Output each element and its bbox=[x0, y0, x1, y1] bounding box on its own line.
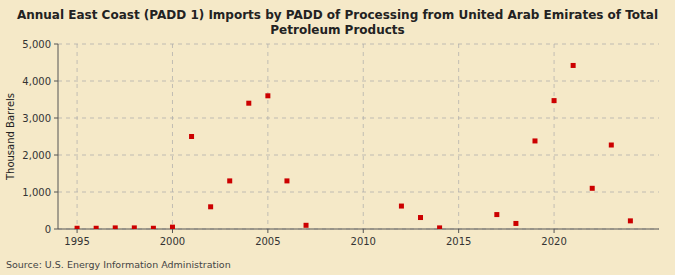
background bbox=[0, 0, 675, 275]
grid-line-y bbox=[58, 229, 659, 230]
grid bbox=[58, 44, 659, 229]
grid-line-x bbox=[172, 44, 173, 229]
point bbox=[94, 226, 99, 229]
grid-line-x bbox=[554, 44, 555, 229]
point bbox=[75, 226, 80, 229]
grid-line-y bbox=[58, 118, 659, 119]
points bbox=[75, 63, 633, 229]
tick-y bbox=[54, 81, 58, 82]
point bbox=[227, 178, 232, 183]
tick-y bbox=[54, 155, 58, 156]
tick-x bbox=[363, 229, 364, 233]
point bbox=[265, 93, 270, 98]
grid-line-y bbox=[58, 81, 659, 82]
point bbox=[628, 218, 633, 223]
point bbox=[304, 223, 309, 228]
point bbox=[113, 225, 118, 229]
point bbox=[437, 225, 442, 229]
point bbox=[170, 225, 175, 229]
grid-line-x bbox=[458, 44, 459, 229]
point bbox=[246, 101, 251, 106]
grid-line-x bbox=[363, 44, 364, 229]
point bbox=[151, 226, 156, 229]
tick-x bbox=[77, 229, 78, 233]
axes: 0 1,000 2,000 3,000 4,000 5,000 1995 2000 2005 20… bbox=[22, 39, 659, 248]
tick-y bbox=[54, 44, 58, 45]
point bbox=[552, 98, 557, 103]
tick-label-y: 4,000 bbox=[22, 76, 51, 87]
point bbox=[513, 221, 518, 226]
tick-label-x: 1995 bbox=[64, 236, 89, 247]
tick-y bbox=[54, 118, 58, 119]
point bbox=[284, 178, 289, 183]
point bbox=[532, 138, 537, 143]
tick-x bbox=[554, 229, 555, 233]
tick-label-y: 1,000 bbox=[22, 187, 51, 198]
title-line: Annual East Coast (PADD 1) Imports by PA… bbox=[17, 8, 658, 22]
tick-label-x: 2015 bbox=[446, 236, 471, 247]
y-axis-line bbox=[58, 44, 59, 229]
grid-line-x bbox=[267, 44, 268, 229]
tick-x bbox=[172, 229, 173, 233]
x-axis-line bbox=[58, 229, 659, 230]
point bbox=[609, 143, 614, 148]
tick-label-y: 5,000 bbox=[22, 39, 51, 50]
tick-y bbox=[54, 192, 58, 193]
point bbox=[399, 204, 404, 209]
point bbox=[494, 212, 499, 217]
tick-x bbox=[458, 229, 459, 233]
grid-line-y bbox=[58, 44, 659, 45]
point bbox=[571, 63, 576, 68]
tick-x bbox=[267, 229, 268, 233]
tick-label-x: 2020 bbox=[541, 236, 566, 247]
point bbox=[132, 225, 137, 229]
tick-label-y: 0 bbox=[45, 224, 51, 235]
title: Annual East Coast (PADD 1) Imports by PA… bbox=[17, 8, 658, 37]
tick-label-x: 2005 bbox=[255, 236, 280, 247]
tick-label-x: 2000 bbox=[160, 236, 185, 247]
chart: Annual East Coast (PADD 1) Imports by PA… bbox=[0, 0, 675, 275]
point bbox=[208, 204, 213, 209]
grid-line-x bbox=[77, 44, 78, 229]
grid-line-y bbox=[58, 155, 659, 156]
source: Source: U.S. Energy Information Administ… bbox=[6, 259, 231, 270]
point bbox=[590, 186, 595, 191]
point bbox=[418, 215, 423, 220]
title-line: Petroleum Products bbox=[270, 23, 404, 37]
y-axis-label: Thousand Barrels bbox=[5, 93, 16, 181]
tick-y bbox=[54, 229, 58, 230]
tick-label-y: 2,000 bbox=[22, 150, 51, 161]
grid-line-y bbox=[58, 192, 659, 193]
tick-label-x: 2010 bbox=[351, 236, 376, 247]
tick-label-y: 3,000 bbox=[22, 113, 51, 124]
point bbox=[189, 134, 194, 139]
